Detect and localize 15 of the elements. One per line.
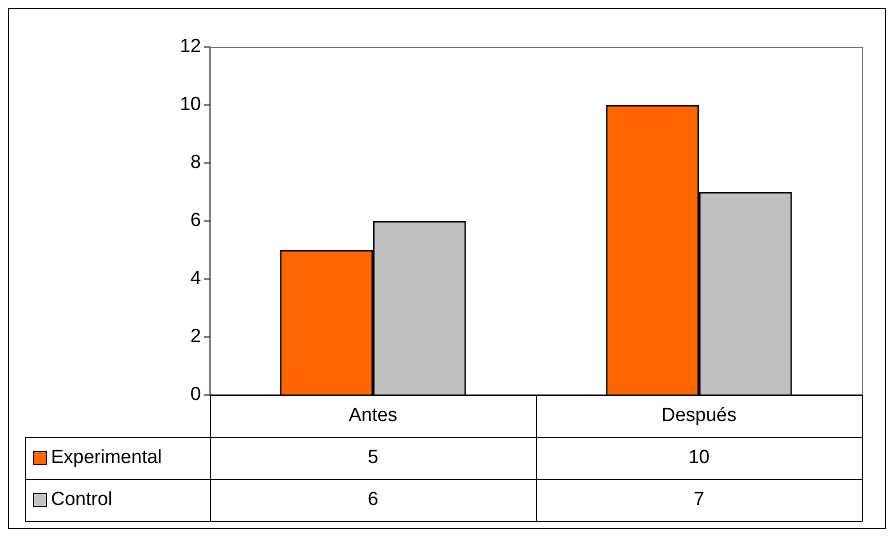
y-tick-label: 0 <box>190 384 201 406</box>
data-label: 10 <box>688 447 710 468</box>
x-tick-label: Después <box>662 405 736 426</box>
legend-label: Control <box>51 489 112 510</box>
y-tick-label: 8 <box>190 152 201 174</box>
y-tick-label: 10 <box>180 94 201 116</box>
data-label: 7 <box>694 489 704 510</box>
y-tick-label: 6 <box>190 210 201 232</box>
y-tick-label: 4 <box>190 268 202 290</box>
legend-label: Experimental <box>51 447 162 468</box>
data-label: 6 <box>368 489 378 510</box>
data-label: 5 <box>368 447 378 468</box>
y-tick-label: 12 <box>180 36 201 58</box>
y-tick-label: 2 <box>190 326 201 348</box>
x-tick-label: Antes <box>348 405 398 426</box>
